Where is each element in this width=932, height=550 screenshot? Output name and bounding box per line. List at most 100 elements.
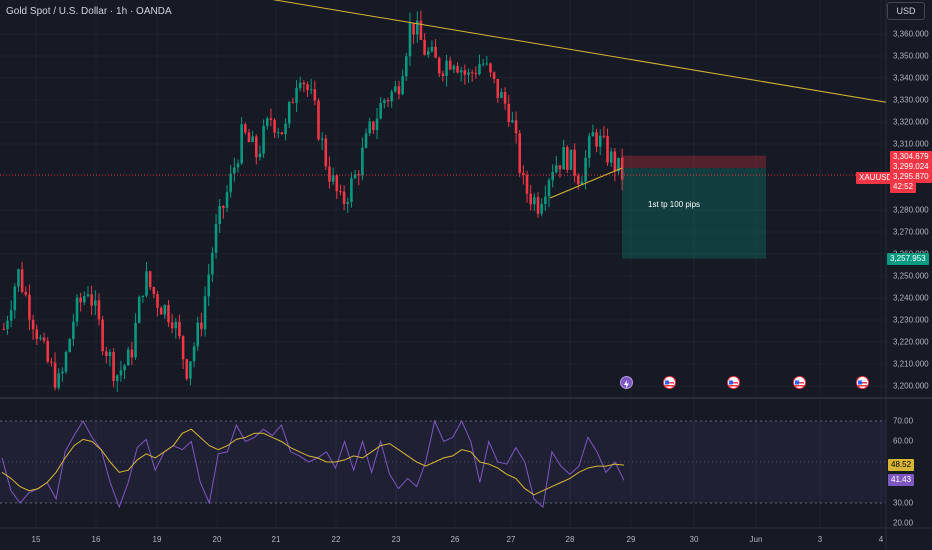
rsi-ma-tag: 48.52 [888,459,915,471]
candle-body [397,86,401,95]
drawing-overlays[interactable] [0,0,887,259]
time-label: 27 [506,535,516,544]
time-label: 30 [689,535,699,544]
candle-body [485,63,489,65]
stop-price-tag: 3,304.679 [890,151,932,163]
candle-body [75,297,79,322]
support-trendline [549,167,623,199]
candle-body [470,72,474,74]
candle-body [53,362,57,388]
candle-body [467,72,470,75]
price-tick: 3,210.000 [893,359,929,369]
candle-body [112,351,115,381]
candle-body [595,132,598,147]
candle-body [31,319,35,330]
candle-body [580,181,584,185]
candle-body [558,165,562,170]
candle-body [401,76,404,95]
candle-body [613,151,617,172]
candle-body [167,305,170,323]
candle-body [137,297,141,323]
candle-body [536,197,540,214]
candle-body [350,178,353,202]
candle-body [123,365,126,371]
candle-body [346,201,350,204]
rsi-value-tag: 41.43 [888,474,915,486]
candle-body [591,132,595,137]
time-label: 23 [391,535,401,544]
candle-body [35,329,39,339]
candle-body [540,204,543,214]
candle-body [115,375,119,381]
candle-body [437,57,441,74]
rsi-line [1,419,625,509]
candle-body [244,124,247,133]
candle-body [218,205,221,224]
candle-body [456,65,459,73]
grid-lines [0,0,886,528]
candle-body [174,321,178,329]
candle-body [529,193,532,205]
candle-body [262,126,265,154]
candle-body [566,147,569,170]
candle-body [357,174,361,176]
price-tick: 3,320.000 [893,117,929,127]
us-flag-event-icon[interactable] [793,376,806,389]
candle-body [90,294,93,306]
candle-body [104,351,108,356]
candle-body [598,135,602,147]
chart-title[interactable]: Gold Spot / U.S. Dollar · 1h · OANDA [6,6,172,17]
take-profit-label[interactable]: 1st tp 100 pips [648,200,701,209]
candle-body [298,82,302,89]
candle-body [507,103,511,123]
candle-body [489,63,492,73]
candle-body [247,132,251,143]
time-label: 28 [565,535,575,544]
time-label: 3 [817,535,823,544]
rsi-tick: 60.00 [893,436,914,446]
candle-body [394,86,397,92]
lightning-event-icon[interactable] [620,376,633,389]
price-tick: 3,310.000 [893,139,929,149]
candle-body [170,322,174,329]
candle-body [258,153,262,158]
candle-body [525,175,529,194]
candle-body [448,60,452,70]
candle-body [518,133,522,173]
price-tick: 3,220.000 [893,337,929,347]
candle-body [584,157,587,182]
candle-body [620,157,624,180]
candle-body [569,149,573,170]
currency-button[interactable]: USD [887,2,925,20]
candle-body [233,167,236,174]
candle-body [255,136,258,158]
price-tick: 3,330.000 [893,95,929,105]
candle-body [185,359,189,379]
candle-body [331,175,335,182]
time-label: 20 [212,535,222,544]
candle-body [141,295,145,298]
candle-body [522,172,525,176]
candle-body [61,371,64,374]
candle-body [408,23,412,57]
price-tick: 3,250.000 [893,271,929,281]
candle-body [309,89,313,91]
candle-body [342,191,346,204]
candle-body [576,175,580,185]
candle-body [236,163,240,168]
candle-body [101,319,104,352]
candle-body [240,124,243,164]
rsi-tick: 30.00 [893,498,914,508]
candle-body [353,174,357,179]
us-flag-event-icon[interactable] [663,376,676,389]
time-label: 4 [878,535,884,544]
candle-body [452,65,456,70]
candle-body [426,51,430,55]
us-flag-event-icon[interactable] [856,376,869,389]
candle-body [178,321,181,337]
candle-body [492,72,496,79]
stop-loss-zone [622,155,766,169]
us-flag-event-icon[interactable] [727,376,740,389]
price-tick: 3,340.000 [893,73,929,83]
